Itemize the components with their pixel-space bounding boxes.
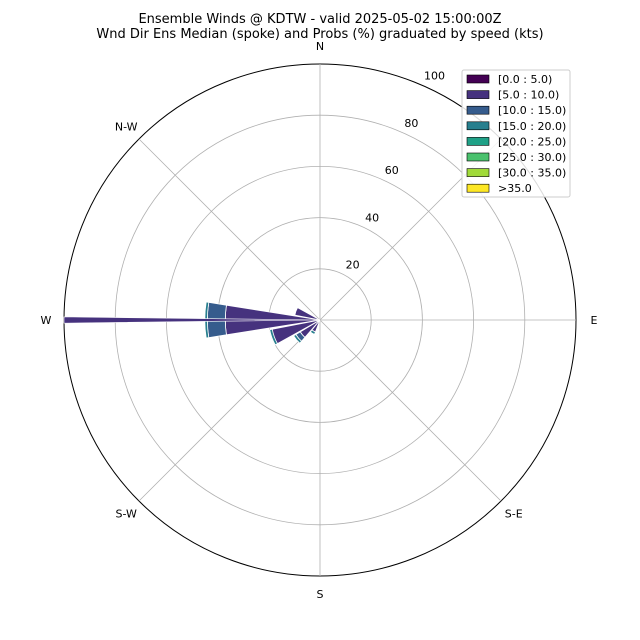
legend-label: [20.0 : 25.0) bbox=[498, 135, 566, 148]
legend-swatch bbox=[466, 121, 490, 131]
legend-label: [15.0 : 20.0) bbox=[498, 120, 566, 133]
legend-label: [30.0 : 35.0) bbox=[498, 167, 566, 180]
compass-label: E bbox=[591, 314, 598, 327]
compass-label: S-W bbox=[116, 508, 138, 521]
wind-rose-bar-segment bbox=[293, 333, 303, 344]
wind-rose-bars bbox=[204, 301, 321, 346]
wind-rose-bar-segment bbox=[309, 329, 316, 335]
compass-label: S-E bbox=[505, 508, 523, 521]
compass-label: W bbox=[41, 314, 52, 327]
legend-label: >35.0 bbox=[498, 182, 532, 195]
radial-tick-label: 60 bbox=[385, 164, 399, 177]
radial-tick-label: 100 bbox=[424, 69, 445, 82]
legend-label: [5.0 : 10.0) bbox=[498, 89, 559, 102]
legend: [0.0 : 5.0) [5.0 : 10.0) [10.0 : 15.0) [15.… bbox=[461, 69, 571, 198]
legend-box bbox=[461, 69, 571, 198]
legend-label: [10.0 : 15.0) bbox=[498, 104, 566, 117]
median-direction-spoke bbox=[63, 316, 321, 324]
wind-rose-bar-segment bbox=[269, 328, 279, 346]
chart-subtitle: Wnd Dir Ens Median (spoke) and Probs (%)… bbox=[96, 27, 543, 42]
legend-swatch bbox=[466, 137, 490, 146]
legend-swatch bbox=[466, 105, 490, 115]
radial-tick-labels: 20 40 60 80 100 bbox=[346, 69, 445, 271]
legend-swatch bbox=[466, 183, 490, 193]
compass-label: N-W bbox=[115, 120, 138, 133]
legend-swatch bbox=[466, 152, 490, 162]
chart-title: Ensemble Winds @ KDTW - valid 2025-05-02… bbox=[138, 12, 501, 27]
polar-grid-spoke bbox=[138, 138, 321, 321]
compass-label: S bbox=[317, 588, 324, 601]
polar-grid-spoke bbox=[138, 319, 321, 502]
radial-tick-label: 20 bbox=[346, 259, 360, 272]
legend-swatch bbox=[466, 90, 490, 99]
compass-label: N bbox=[316, 40, 324, 53]
legend-label: [25.0 : 30.0) bbox=[498, 151, 566, 164]
median-spoke bbox=[63, 316, 321, 324]
radial-tick-label: 80 bbox=[404, 117, 418, 130]
radial-tick-label: 40 bbox=[365, 211, 379, 224]
compass-labels: N N-W W S-W S S-E E bbox=[41, 40, 598, 601]
polar-grid-spoke bbox=[319, 319, 502, 502]
legend-swatch bbox=[466, 74, 490, 84]
legend-label: [0.0 : 5.0) bbox=[498, 73, 552, 86]
wind-rose-bar-segment bbox=[294, 307, 321, 321]
legend-swatch bbox=[466, 168, 490, 177]
